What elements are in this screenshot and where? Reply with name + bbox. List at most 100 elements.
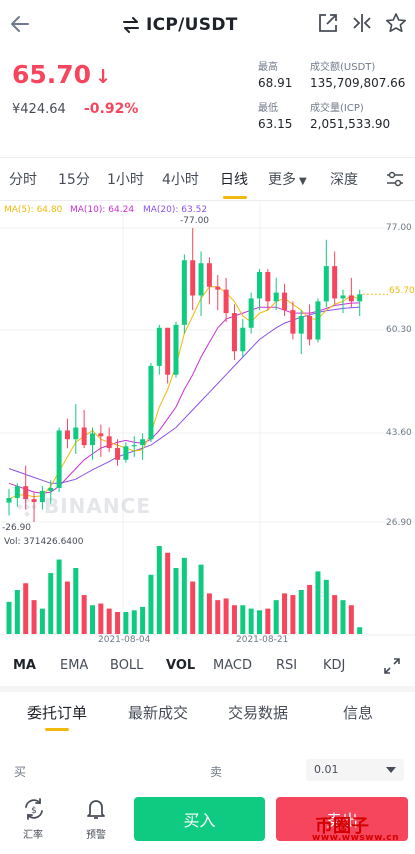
- ask-label: 卖: [210, 765, 223, 779]
- candle-body: [140, 439, 146, 446]
- candle-body: [307, 316, 313, 340]
- alert-label: 预警: [86, 830, 106, 841]
- indicator-ma[interactable]: MA: [13, 658, 36, 673]
- back-arrow-icon[interactable]: [6, 10, 34, 38]
- caret-down-icon: ▼: [299, 176, 307, 187]
- volume-bar: [73, 568, 79, 634]
- candle-body: [198, 263, 204, 296]
- volume-bar: [81, 595, 87, 634]
- low-marker: -26.90: [2, 523, 32, 533]
- active-tab-indicator: [223, 196, 247, 199]
- section-divider: [0, 686, 415, 692]
- tab-open-orders[interactable]: 委托订单: [27, 704, 88, 722]
- candle-body: [90, 433, 95, 446]
- indicator-rsi[interactable]: RSI: [276, 658, 298, 673]
- bell-icon[interactable]: [83, 796, 109, 822]
- tab-15m[interactable]: 15分: [58, 172, 90, 188]
- sell-button[interactable]: 卖出: [276, 797, 408, 841]
- volume-bar: [56, 559, 62, 634]
- tab-more[interactable]: 更多 ▼: [268, 169, 307, 189]
- x-date-label: 2021-08-21: [236, 635, 289, 645]
- tab-latest-trades[interactable]: 最新成交: [128, 704, 189, 722]
- precision-select[interactable]: 0.01: [306, 759, 404, 781]
- volume-bar: [257, 610, 262, 634]
- volume-bar: [90, 605, 95, 634]
- candle-body: [56, 430, 62, 488]
- tab-more-label: 更多: [268, 172, 296, 188]
- indicator-vol[interactable]: VOL: [166, 658, 196, 673]
- fullscreen-icon[interactable]: [383, 657, 401, 675]
- volume-bar: [115, 612, 121, 634]
- low-label: 最低: [258, 103, 278, 114]
- tab-timeline[interactable]: 分时: [9, 172, 37, 188]
- candle-body: [231, 313, 237, 352]
- candle-body: [156, 327, 162, 366]
- external-link-icon[interactable]: [317, 12, 339, 34]
- volume-bar: [190, 581, 196, 634]
- candle-body: [81, 427, 87, 446]
- volume-bar: [6, 601, 12, 634]
- candle-body: [148, 365, 154, 440]
- ma10-legend: MA(10): 64.24: [70, 205, 135, 215]
- active-order-tab-indicator: [45, 728, 69, 731]
- high-label: 最高: [258, 62, 278, 73]
- pair-selector[interactable]: ICP/USDT: [122, 13, 238, 37]
- candle-body: [173, 324, 179, 375]
- indicator-boll[interactable]: BOLL: [110, 658, 144, 673]
- candle-body: [332, 266, 338, 299]
- candle-body: [206, 263, 212, 287]
- volume-bar: [348, 605, 354, 634]
- ma5-legend: MA(5): 64.80: [4, 205, 63, 215]
- candle-body: [298, 316, 304, 334]
- candle-body: [240, 327, 246, 352]
- candle-body: [215, 286, 221, 290]
- volume-bar: [140, 606, 146, 634]
- buy-button[interactable]: 买入: [134, 797, 265, 841]
- tab-4h[interactable]: 4小时: [162, 172, 199, 188]
- y-tick-label: 77.00: [386, 223, 412, 233]
- tab-depth[interactable]: 深度: [330, 172, 358, 188]
- volume-bar: [265, 608, 271, 634]
- tab-1h[interactable]: 1小时: [107, 172, 144, 188]
- candle-body: [273, 292, 279, 302]
- volume-bar: [23, 583, 29, 634]
- indicator-kdj[interactable]: KDJ: [323, 658, 346, 673]
- x-date-label: 2021-08-04: [98, 635, 151, 645]
- timeframe-bar: 分时 15分 1小时 4小时 日线 更多 ▼ 深度: [0, 157, 415, 201]
- candle-body: [131, 445, 137, 447]
- compare-icon[interactable]: [351, 12, 373, 34]
- candle-body: [190, 260, 196, 296]
- volume-bar: [173, 568, 179, 634]
- tab-trading-data[interactable]: 交易数据: [228, 704, 289, 722]
- volume-bar: [165, 552, 171, 634]
- volume-legend: Vol: 371426.6400: [4, 537, 84, 547]
- volume-bar: [131, 610, 137, 634]
- candle-body: [48, 487, 54, 491]
- candle-body: [14, 486, 20, 498]
- volume-bar: [298, 590, 304, 634]
- swap-icon: [123, 17, 139, 33]
- candle-body: [123, 446, 129, 460]
- volume-bar: [290, 595, 296, 634]
- indicator-macd[interactable]: MACD: [213, 658, 252, 673]
- tab-info[interactable]: 信息: [343, 704, 374, 722]
- volume-bar: [273, 600, 279, 634]
- candle-body: [348, 295, 354, 302]
- exchange-rate-label: 汇率: [23, 830, 43, 841]
- volume-bar: [323, 579, 329, 634]
- tab-1d[interactable]: 日线: [220, 172, 248, 188]
- star-icon[interactable]: [385, 12, 407, 34]
- candlestick-chart[interactable]: [0, 201, 415, 649]
- low-value: 63.15: [258, 117, 293, 131]
- precision-value: 0.01: [314, 763, 339, 776]
- volume-bar: [215, 600, 221, 634]
- settings-sliders-icon[interactable]: [385, 170, 405, 188]
- price-change: -0.92%: [84, 101, 139, 117]
- volume-bar: [14, 590, 20, 634]
- volume-bar: [106, 608, 112, 634]
- exchange-rate-icon[interactable]: $: [21, 796, 47, 822]
- candle-body: [323, 266, 329, 302]
- candle-body: [31, 499, 37, 503]
- watermark: BINANCE: [16, 494, 151, 518]
- indicator-ema[interactable]: EMA: [60, 658, 89, 673]
